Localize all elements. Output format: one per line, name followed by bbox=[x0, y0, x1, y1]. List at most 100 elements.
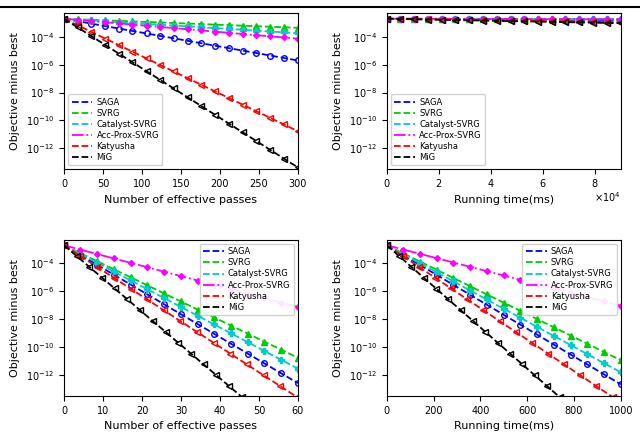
Acc-Prox-SVRG bbox=[575, 292, 582, 297]
Catalyst-SVRG bbox=[289, 363, 296, 368]
Y-axis label: Objective minus best: Objective minus best bbox=[333, 33, 343, 150]
Acc-Prox-SVRG bbox=[289, 36, 296, 41]
Catalyst-SVRG bbox=[611, 17, 619, 22]
Katyusha bbox=[509, 18, 517, 23]
Catalyst-SVRG bbox=[187, 309, 195, 315]
Line: MiG: MiG bbox=[387, 245, 560, 397]
Catalyst-SVRG bbox=[509, 312, 517, 317]
SAGA bbox=[60, 242, 68, 248]
Line: MiG: MiG bbox=[387, 19, 621, 23]
Acc-Prox-SVRG bbox=[611, 302, 619, 307]
X-axis label: Number of effective passes: Number of effective passes bbox=[104, 421, 257, 431]
Acc-Prox-SVRG bbox=[494, 16, 502, 22]
Y-axis label: Objective minus best: Objective minus best bbox=[10, 259, 20, 377]
SVRG bbox=[294, 25, 302, 30]
Line: SVRG: SVRG bbox=[64, 19, 298, 28]
Acc-Prox-SVRG bbox=[200, 279, 207, 285]
SAGA bbox=[617, 382, 625, 387]
SAGA bbox=[289, 377, 296, 382]
X-axis label: Running time(ms): Running time(ms) bbox=[454, 195, 554, 205]
SAGA bbox=[494, 17, 502, 22]
SAGA bbox=[611, 378, 619, 384]
Katyusha bbox=[293, 394, 301, 400]
MiG bbox=[383, 16, 390, 22]
Line: Acc-Prox-SVRG: Acc-Prox-SVRG bbox=[64, 245, 298, 307]
SVRG bbox=[252, 23, 260, 29]
SVRG bbox=[494, 16, 502, 22]
Acc-Prox-SVRG bbox=[60, 242, 68, 248]
Text: $\times10^4$: $\times10^4$ bbox=[594, 190, 621, 204]
SVRG bbox=[289, 352, 296, 358]
SAGA bbox=[522, 326, 530, 331]
Acc-Prox-SVRG bbox=[200, 28, 207, 33]
Catalyst-SVRG bbox=[294, 31, 302, 36]
Catalyst-SVRG bbox=[200, 25, 207, 30]
SVRG bbox=[575, 16, 582, 22]
Line: SAGA: SAGA bbox=[64, 19, 298, 60]
SVRG bbox=[383, 16, 390, 22]
MiG bbox=[173, 88, 180, 93]
SVRG bbox=[383, 242, 390, 248]
Catalyst-SVRG bbox=[172, 301, 179, 307]
MiG bbox=[187, 97, 195, 102]
Line: Catalyst-SVRG: Catalyst-SVRG bbox=[64, 19, 298, 33]
SVRG bbox=[522, 311, 530, 316]
SVRG bbox=[200, 22, 207, 27]
Katyusha bbox=[494, 18, 502, 23]
SAGA bbox=[187, 317, 195, 323]
Katyusha bbox=[383, 16, 390, 22]
Acc-Prox-SVRG bbox=[187, 276, 195, 281]
Katyusha bbox=[160, 308, 168, 313]
SAGA bbox=[172, 308, 179, 313]
Acc-Prox-SVRG bbox=[289, 303, 296, 308]
MiG bbox=[522, 19, 530, 24]
SAGA bbox=[60, 16, 68, 22]
Katyusha bbox=[459, 293, 467, 299]
Line: Katyusha: Katyusha bbox=[64, 245, 297, 397]
SVRG bbox=[617, 16, 625, 22]
Katyusha bbox=[172, 70, 179, 75]
Catalyst-SVRG bbox=[522, 16, 530, 22]
Catalyst-SVRG bbox=[509, 16, 517, 22]
SAGA bbox=[383, 16, 390, 22]
SAGA bbox=[611, 17, 619, 22]
Line: Katyusha: Katyusha bbox=[387, 19, 621, 22]
X-axis label: Number of effective passes: Number of effective passes bbox=[104, 195, 257, 205]
Acc-Prox-SVRG bbox=[252, 293, 260, 298]
Katyusha bbox=[546, 352, 554, 357]
Catalyst-SVRG bbox=[617, 370, 625, 375]
MiG bbox=[172, 87, 179, 92]
SVRG bbox=[575, 337, 582, 342]
Catalyst-SVRG bbox=[173, 302, 180, 307]
MiG bbox=[199, 361, 207, 367]
Line: Catalyst-SVRG: Catalyst-SVRG bbox=[387, 245, 621, 372]
Acc-Prox-SVRG bbox=[173, 26, 180, 31]
SAGA bbox=[252, 50, 260, 55]
SVRG bbox=[611, 355, 619, 360]
SAGA bbox=[289, 57, 296, 62]
MiG bbox=[617, 21, 625, 26]
Katyusha bbox=[611, 19, 619, 25]
Acc-Prox-SVRG bbox=[522, 279, 530, 284]
SVRG bbox=[522, 16, 530, 22]
Acc-Prox-SVRG bbox=[172, 272, 179, 277]
MiG bbox=[494, 18, 502, 23]
Catalyst-SVRG bbox=[289, 30, 296, 36]
Katyusha bbox=[577, 373, 585, 378]
Catalyst-SVRG bbox=[383, 242, 390, 248]
SVRG bbox=[611, 16, 619, 22]
SAGA bbox=[575, 357, 582, 362]
SAGA bbox=[522, 17, 530, 22]
Acc-Prox-SVRG bbox=[617, 303, 625, 308]
SVRG bbox=[173, 21, 180, 26]
Catalyst-SVRG bbox=[294, 366, 302, 371]
MiG bbox=[534, 375, 541, 380]
SVRG bbox=[494, 297, 502, 303]
Catalyst-SVRG bbox=[172, 23, 179, 28]
Katyusha bbox=[60, 242, 68, 248]
Legend: SAGA, SVRG, Catalyst-SVRG, Acc-Prox-SVRG, Katyusha, MiG: SAGA, SVRG, Catalyst-SVRG, Acc-Prox-SVRG… bbox=[522, 244, 616, 315]
Katyusha bbox=[120, 282, 128, 287]
Catalyst-SVRG bbox=[522, 318, 530, 323]
SAGA bbox=[617, 17, 625, 22]
Katyusha bbox=[522, 336, 529, 341]
